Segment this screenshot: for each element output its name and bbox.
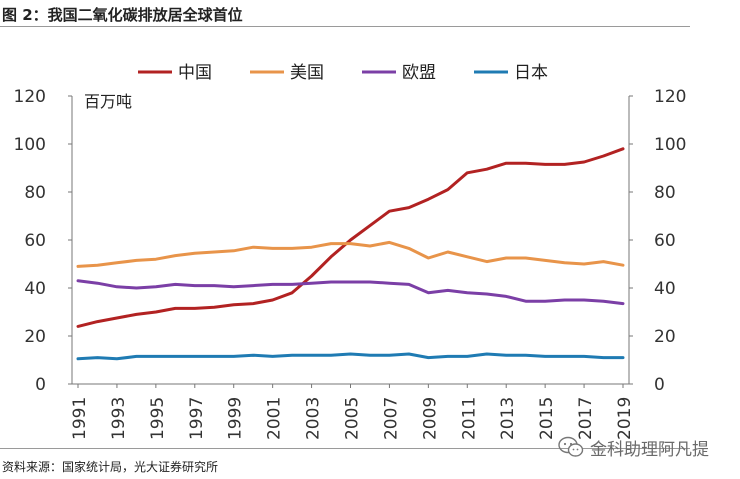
x-tick-label: 1999 xyxy=(226,397,246,440)
series-line-美国 xyxy=(76,240,625,268)
source-note: 资料来源：国家统计局，光大证券研究所 xyxy=(2,460,219,474)
legend-label: 中国 xyxy=(178,63,212,83)
y-tick-label-right: 80 xyxy=(654,183,676,203)
y-tick-label-left: 60 xyxy=(24,231,46,251)
series-line-中国 xyxy=(76,147,625,328)
unit-label: 百万吨 xyxy=(84,92,132,111)
watermark-text: 金科助理阿凡提 xyxy=(590,439,709,460)
legend-label: 美国 xyxy=(290,63,324,83)
x-tick-label: 1991 xyxy=(70,397,90,440)
x-tick-label: 1993 xyxy=(109,397,129,440)
series-line-欧盟 xyxy=(76,279,625,306)
wechat-icon xyxy=(558,436,584,457)
figure-title: 图 2：我国二氧化碳排放居全球首位 xyxy=(2,6,243,24)
watermark: 金科助理阿凡提 xyxy=(558,433,709,461)
x-tick-label: 2001 xyxy=(265,397,285,440)
y-tick-label-right: 60 xyxy=(654,231,676,251)
y-tick-label-right: 40 xyxy=(654,279,676,299)
legend-label: 欧盟 xyxy=(402,63,436,83)
x-tick-label: 2003 xyxy=(304,397,324,440)
x-tick-label: 1995 xyxy=(148,397,168,440)
x-tick-label: 2011 xyxy=(459,397,479,440)
y-tick-label-left: 20 xyxy=(24,327,46,347)
x-tick-label: 1997 xyxy=(187,397,207,440)
x-tick-label: 2005 xyxy=(343,397,363,440)
y-tick-label-left: 80 xyxy=(24,183,46,203)
x-tick-label: 2017 xyxy=(576,397,596,440)
y-tick-label-left: 40 xyxy=(24,279,46,299)
x-tick-label: 2019 xyxy=(615,397,635,440)
x-tick-label: 2007 xyxy=(381,397,401,440)
legend-label: 日本 xyxy=(514,63,548,83)
source-divider xyxy=(0,448,690,449)
y-tick-label-left: 0 xyxy=(35,375,46,395)
figure-title-bar: 图 2：我国二氧化碳排放居全球首位 xyxy=(0,0,690,27)
x-tick-label: 2015 xyxy=(537,397,557,440)
y-tick-label-left: 120 xyxy=(14,87,46,107)
y-tick-label-right: 0 xyxy=(654,375,665,395)
y-tick-label-right: 20 xyxy=(654,327,676,347)
chart-series xyxy=(76,147,625,361)
y-tick-label-left: 100 xyxy=(14,135,46,155)
chart-legend: 中国 美国 欧盟 日本 xyxy=(138,63,548,83)
chart-axes: 0 0 20 20 40 40 60 60 80 80 100 100 120 120 1991 1993 19… xyxy=(14,87,687,440)
y-tick-label-right: 120 xyxy=(654,87,686,107)
x-tick-label: 2009 xyxy=(420,397,440,440)
series-line-日本 xyxy=(76,352,625,361)
line-chart: 0 0 20 20 40 40 60 60 80 80 100 100 120 120 1991 1993 19… xyxy=(14,63,687,440)
x-tick-label: 2013 xyxy=(498,397,518,440)
y-tick-label-right: 100 xyxy=(654,135,686,155)
